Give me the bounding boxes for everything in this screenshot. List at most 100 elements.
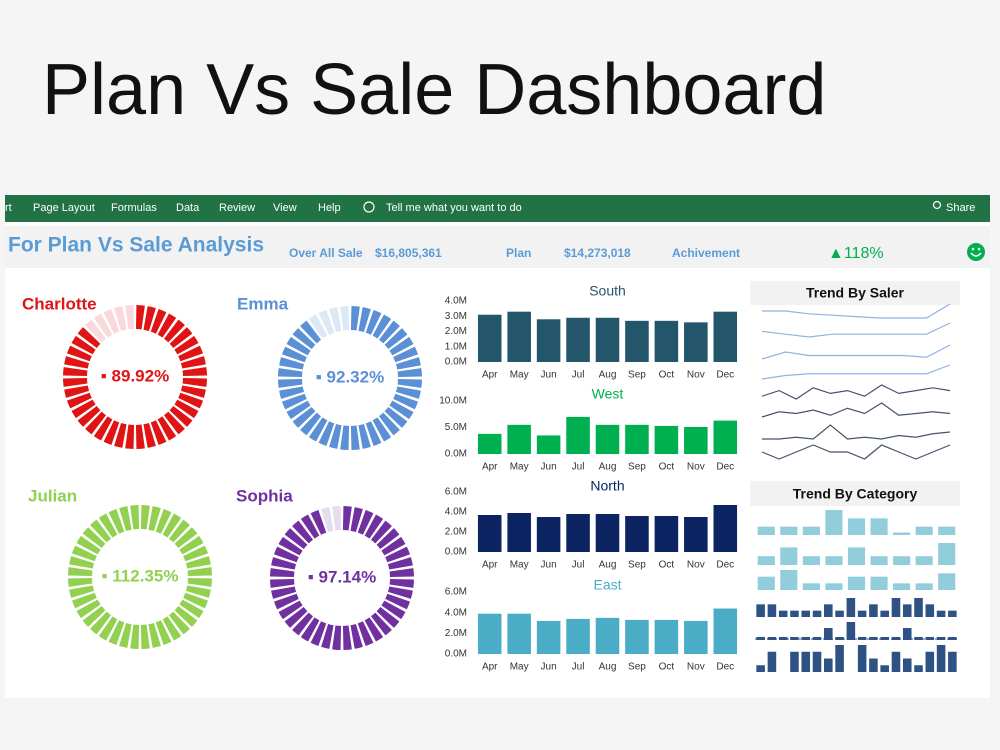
sparkbar [756, 637, 765, 640]
donut-segment [71, 592, 97, 609]
sparkbar [880, 637, 889, 640]
donut-segment [271, 557, 297, 570]
donut-segment [273, 546, 299, 563]
sparkline [762, 424, 951, 440]
sparkbar [915, 526, 933, 535]
donut-label: ▪ 92.32% [316, 367, 384, 386]
bar [536, 517, 561, 552]
donut-segment [389, 336, 414, 356]
search-box[interactable]: Tell me what you want to do [386, 202, 522, 214]
donut-segment [71, 335, 96, 355]
donut-segment [174, 399, 199, 419]
sparkbar [893, 532, 911, 535]
donut-segment [163, 411, 185, 435]
donut-segment [93, 313, 113, 338]
ribbon-tab[interactable]: rt [5, 202, 12, 214]
donut-segment [300, 412, 322, 436]
sparkbar [948, 610, 957, 617]
y-tick-label: 5.0M [445, 422, 467, 433]
donut-segment [385, 546, 411, 563]
donut-segment [66, 345, 92, 362]
x-tick-label: Jun [541, 370, 557, 381]
x-tick-label: Aug [599, 662, 617, 673]
x-tick-label: May [510, 370, 529, 381]
ribbon-tab[interactable]: View [273, 202, 297, 214]
donut-segment [119, 622, 132, 648]
ribbon-tab[interactable]: Page Layout [33, 202, 95, 214]
share-button[interactable]: Share [946, 202, 975, 214]
donut-segment [135, 305, 145, 330]
donut-segment [300, 514, 320, 539]
ribbon-tab[interactable]: Help [318, 202, 341, 214]
donut-segment [389, 568, 414, 578]
donut-segment [292, 406, 316, 428]
donut-segment [329, 307, 342, 333]
bar [654, 516, 679, 552]
sparkbar [938, 526, 956, 535]
summary-bar [5, 226, 990, 268]
donut-segment [140, 505, 150, 530]
bar [566, 514, 590, 552]
donut-segment [332, 506, 342, 531]
donut-track [85, 305, 135, 343]
sparkbar [757, 556, 775, 565]
donut-segment [273, 593, 299, 610]
ribbon-tab[interactable]: Review [219, 202, 255, 214]
donut-segment [77, 405, 101, 427]
sparkbar [825, 583, 843, 590]
donut-segment [93, 416, 113, 441]
bar [536, 435, 561, 454]
sparkbar [790, 637, 799, 640]
donut-segment [114, 422, 127, 448]
x-tick-label: Nov [687, 462, 705, 473]
sparkbar [812, 651, 822, 672]
smiley-mouth [970, 252, 982, 257]
donut-segment [357, 509, 374, 535]
sparkbar [757, 576, 775, 590]
donut-segment [271, 586, 297, 599]
x-tick-label: Sep [628, 560, 646, 571]
bar [713, 311, 738, 362]
sparkline [761, 364, 951, 380]
donut-segment [90, 611, 112, 635]
donut-segment [103, 308, 120, 334]
sparkbar [802, 526, 820, 535]
donut-segment [342, 625, 352, 650]
sparkbar [778, 637, 788, 640]
donut-segment [384, 328, 408, 350]
donut-segment [278, 378, 303, 388]
chart-title: West [592, 386, 624, 402]
donut-segment [365, 309, 382, 335]
sparkbar [790, 651, 799, 672]
sparkbar [812, 637, 822, 640]
x-tick-label: Oct [659, 560, 675, 571]
y-tick-label: 0.0M [445, 547, 467, 558]
ribbon-tab[interactable]: Formulas [111, 202, 157, 214]
donut-segment [370, 612, 392, 636]
donut-segment [157, 416, 177, 441]
bar [684, 517, 708, 552]
donut-segment [82, 527, 106, 549]
donut-segment [332, 625, 342, 650]
donut-segment [318, 309, 335, 335]
sparkbar [891, 637, 901, 640]
ribbon-tab[interactable]: Data [176, 202, 200, 214]
donut-segment [63, 367, 88, 377]
donut-segment [68, 577, 93, 587]
sparkbar [857, 645, 867, 672]
donut-segment [292, 612, 314, 636]
donut-segment [162, 616, 182, 641]
donut-segment [397, 378, 422, 388]
donut-segment [395, 386, 421, 399]
donut-segment [168, 611, 190, 635]
sparkbar [915, 583, 933, 590]
donut-segment [71, 545, 97, 562]
donut-name: Sophia [236, 486, 293, 505]
donut-segment [286, 336, 311, 356]
y-tick-label: 2.0M [445, 527, 467, 538]
donut-segment [308, 417, 328, 442]
donut-track [321, 506, 342, 533]
donut-segment [69, 556, 95, 569]
sparkbar [914, 665, 923, 672]
donut-segment [329, 423, 342, 449]
